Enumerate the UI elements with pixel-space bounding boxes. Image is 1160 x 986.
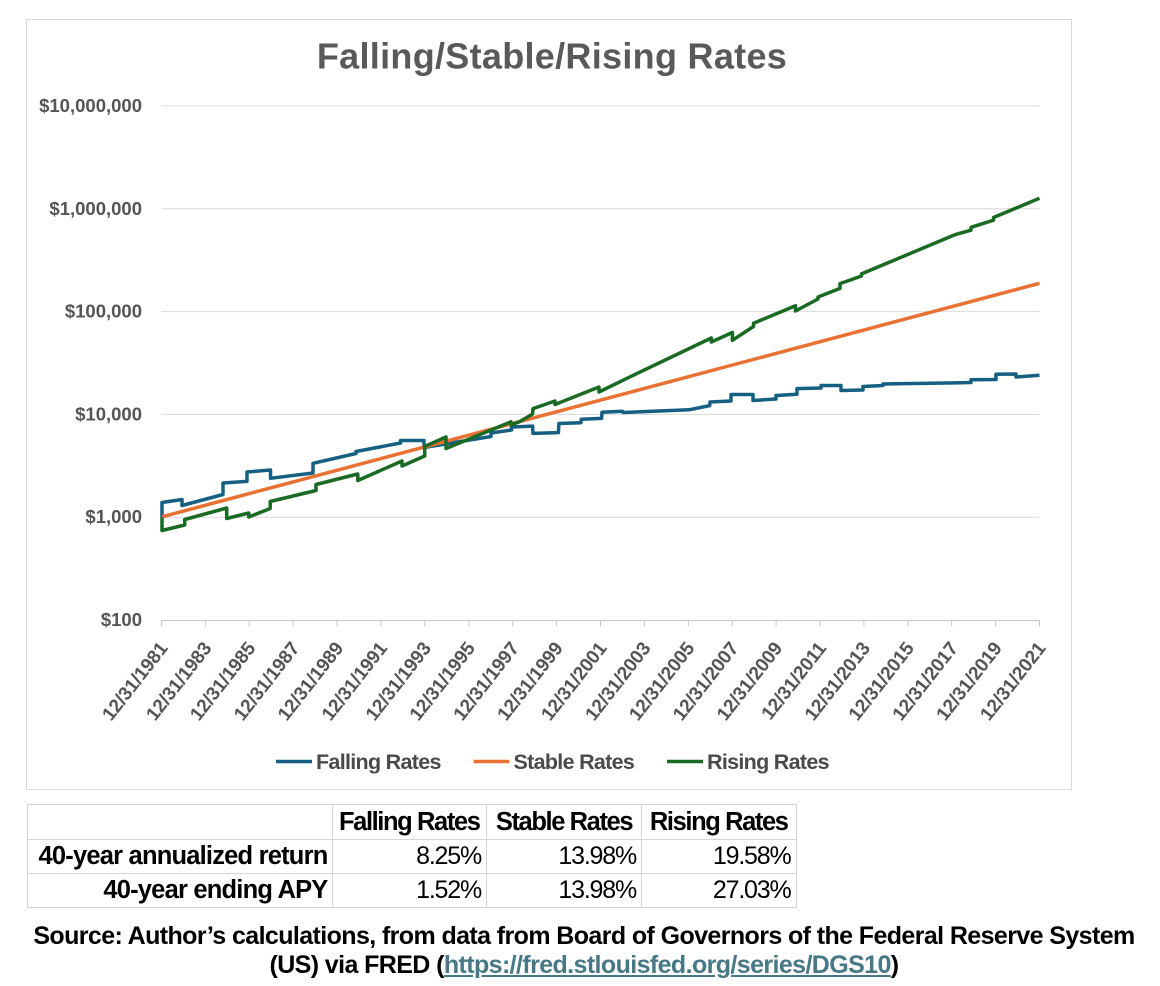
svg-text:$100,000: $100,000: [65, 301, 142, 322]
svg-text:Falling/Stable/Rising Rates: Falling/Stable/Rising Rates: [317, 35, 787, 76]
svg-text:$1,000,000: $1,000,000: [49, 198, 142, 219]
svg-text:$10,000: $10,000: [75, 403, 142, 424]
svg-text:Falling Rates: Falling Rates: [316, 750, 441, 774]
svg-text:$10,000,000: $10,000,000: [39, 95, 142, 116]
svg-text:Stable Rates: Stable Rates: [514, 750, 635, 774]
svg-text:Rising Rates: Rising Rates: [707, 750, 830, 774]
svg-text:$100: $100: [101, 609, 142, 630]
svg-text:$1,000: $1,000: [85, 506, 142, 527]
